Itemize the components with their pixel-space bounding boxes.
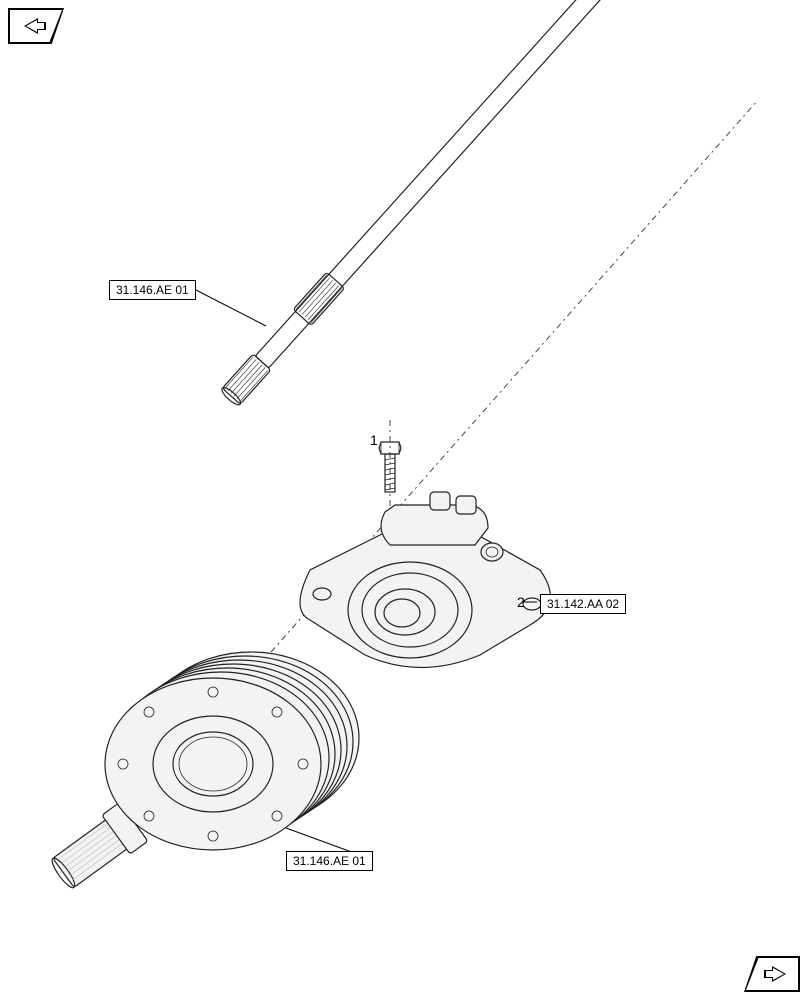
callout-support: 31.142.AA 02 (540, 594, 626, 614)
callout-shaft: 31.146.AE 01 (109, 280, 196, 300)
item-number-1: 1 (370, 432, 378, 448)
drive-shaft (219, 0, 656, 408)
item-number-2: 2 (517, 594, 525, 610)
parts-diagram (0, 0, 808, 1000)
bearing-support (300, 492, 550, 668)
callout-clutch: 31.146.AE 01 (286, 851, 373, 871)
